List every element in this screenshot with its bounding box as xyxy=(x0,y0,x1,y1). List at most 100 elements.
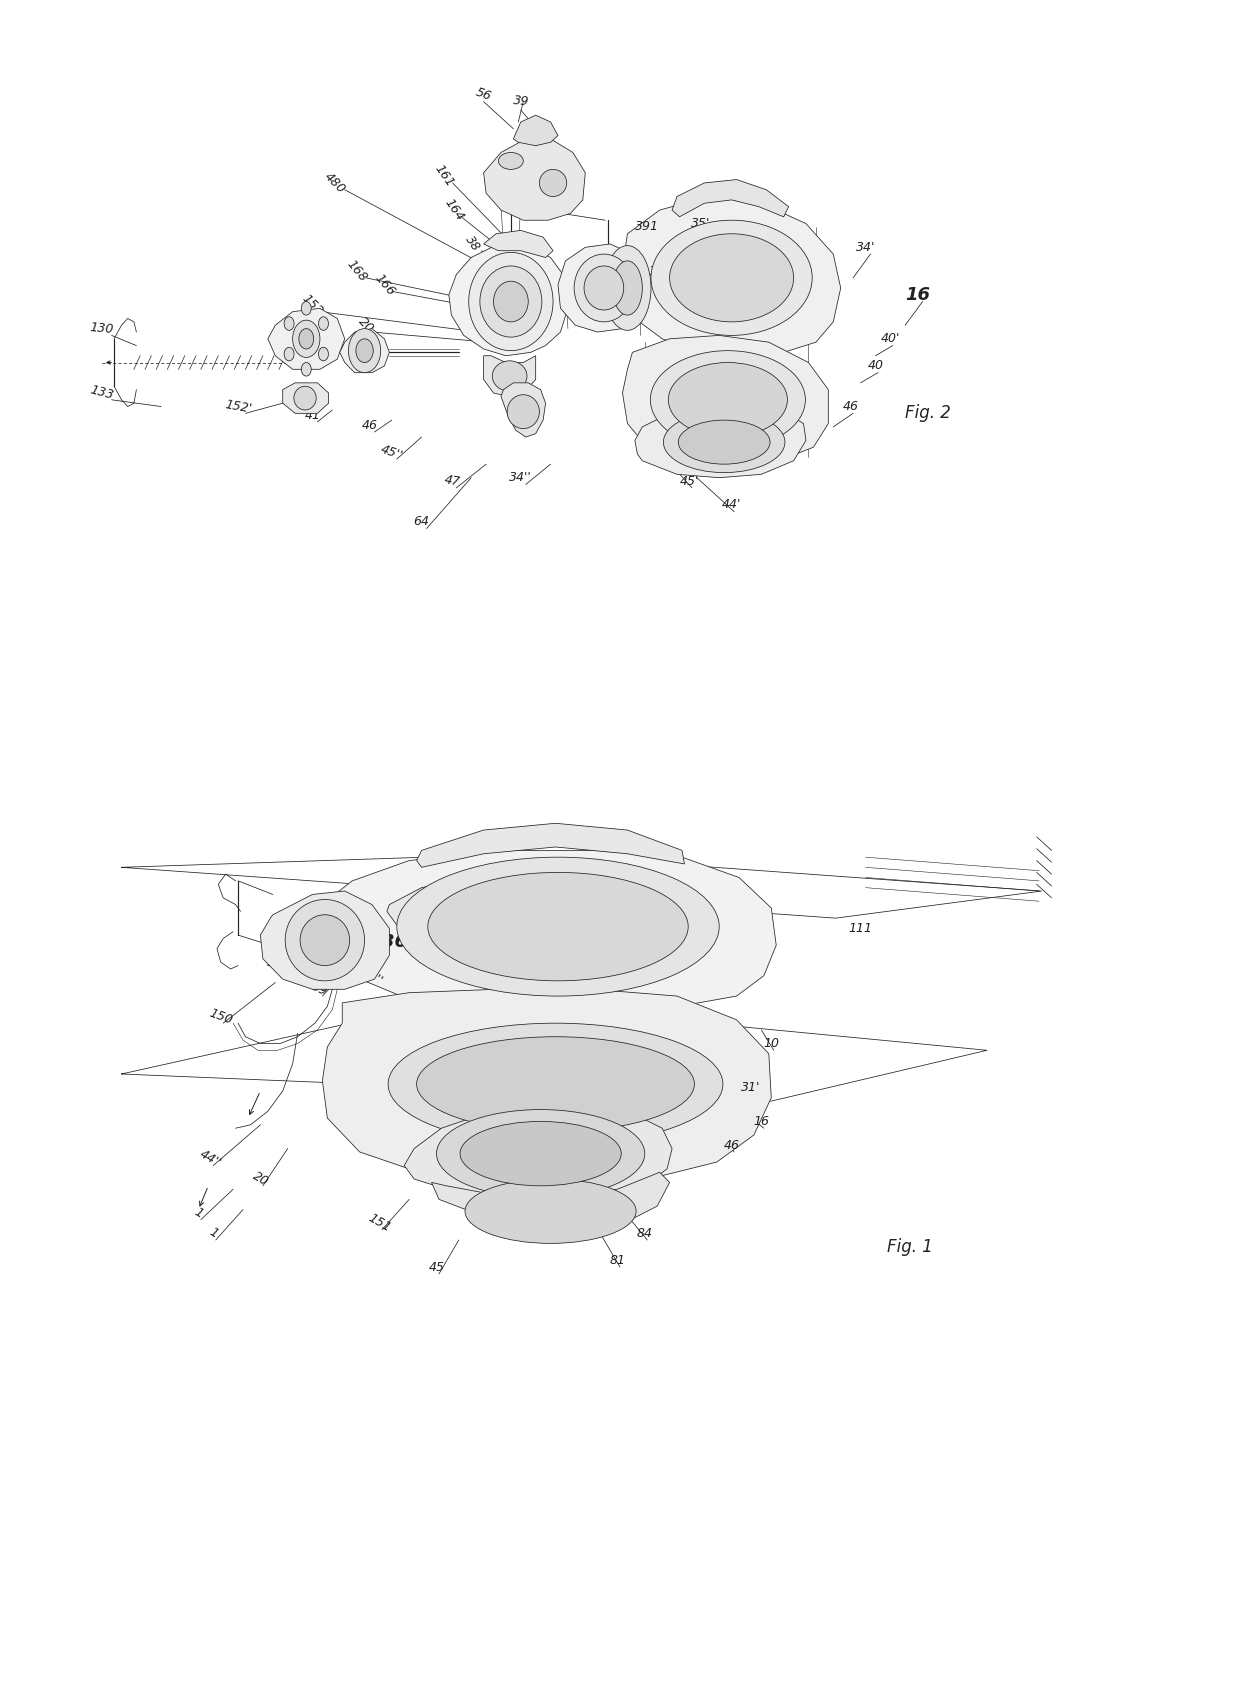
Ellipse shape xyxy=(492,361,527,391)
Ellipse shape xyxy=(397,857,719,996)
Text: 1: 1 xyxy=(207,1225,219,1242)
Ellipse shape xyxy=(494,281,528,322)
Text: 56: 56 xyxy=(474,86,494,103)
Ellipse shape xyxy=(613,261,642,315)
Text: 44': 44' xyxy=(722,498,742,512)
Ellipse shape xyxy=(293,320,320,357)
Text: 64: 64 xyxy=(414,515,429,529)
Text: 81: 81 xyxy=(610,1254,625,1267)
Ellipse shape xyxy=(498,152,523,169)
Ellipse shape xyxy=(604,246,651,330)
Text: 35': 35' xyxy=(691,217,711,230)
Text: Fig. 2: Fig. 2 xyxy=(905,405,950,422)
Polygon shape xyxy=(484,139,585,220)
Text: 34': 34' xyxy=(856,241,875,254)
Text: 152: 152 xyxy=(264,955,291,976)
Text: Fig. 1: Fig. 1 xyxy=(888,1238,932,1255)
Ellipse shape xyxy=(388,1023,723,1145)
Ellipse shape xyxy=(319,317,329,330)
Ellipse shape xyxy=(356,339,373,363)
Text: 84: 84 xyxy=(637,1226,652,1240)
Text: 37: 37 xyxy=(650,264,665,278)
Polygon shape xyxy=(484,356,536,396)
Text: 16: 16 xyxy=(754,1115,769,1128)
Polygon shape xyxy=(622,335,828,464)
Text: 36: 36 xyxy=(382,933,407,950)
Polygon shape xyxy=(484,230,553,257)
Text: 39: 39 xyxy=(310,981,330,998)
Polygon shape xyxy=(672,180,789,217)
Text: 34'': 34'' xyxy=(358,964,386,988)
Polygon shape xyxy=(622,197,841,356)
Ellipse shape xyxy=(348,329,381,373)
Text: 20: 20 xyxy=(250,1169,270,1189)
Polygon shape xyxy=(260,891,389,989)
Text: 151: 151 xyxy=(366,1211,393,1235)
Polygon shape xyxy=(268,308,345,369)
Polygon shape xyxy=(322,850,776,1010)
Text: 45'': 45'' xyxy=(379,442,404,462)
Ellipse shape xyxy=(668,363,787,437)
Text: 34'': 34'' xyxy=(510,471,532,484)
Ellipse shape xyxy=(539,169,567,197)
Polygon shape xyxy=(417,823,684,867)
Ellipse shape xyxy=(574,254,634,322)
Polygon shape xyxy=(501,383,546,437)
Ellipse shape xyxy=(507,395,539,429)
Ellipse shape xyxy=(299,329,314,349)
Text: 45: 45 xyxy=(429,1260,444,1274)
Text: 1: 1 xyxy=(192,1204,205,1221)
Text: 45': 45' xyxy=(680,474,699,488)
Polygon shape xyxy=(404,1108,672,1199)
Polygon shape xyxy=(449,244,568,356)
Text: 391: 391 xyxy=(635,220,660,234)
Text: 111: 111 xyxy=(848,922,873,935)
Ellipse shape xyxy=(300,915,350,966)
Text: 40: 40 xyxy=(868,359,883,373)
Text: 133: 133 xyxy=(88,383,115,403)
Ellipse shape xyxy=(301,363,311,376)
Ellipse shape xyxy=(469,252,553,351)
Text: 480: 480 xyxy=(321,169,348,197)
Text: 46: 46 xyxy=(362,418,377,432)
Text: 44'': 44'' xyxy=(197,1147,224,1171)
Ellipse shape xyxy=(301,302,311,315)
Text: 38: 38 xyxy=(463,234,482,254)
Polygon shape xyxy=(558,244,650,332)
Text: 46: 46 xyxy=(843,400,858,413)
Text: 10: 10 xyxy=(764,1037,779,1050)
Ellipse shape xyxy=(294,386,316,410)
Text: 40': 40' xyxy=(880,332,900,346)
Text: 46: 46 xyxy=(724,1138,739,1152)
Ellipse shape xyxy=(650,351,806,449)
Text: 39: 39 xyxy=(512,95,529,108)
Ellipse shape xyxy=(670,234,794,322)
Ellipse shape xyxy=(480,266,542,337)
Text: 41: 41 xyxy=(305,408,320,422)
Polygon shape xyxy=(283,383,329,413)
Text: 16: 16 xyxy=(905,286,930,303)
Polygon shape xyxy=(340,329,389,373)
Ellipse shape xyxy=(428,872,688,981)
Text: 130: 130 xyxy=(89,322,114,335)
Text: 82: 82 xyxy=(687,928,702,942)
Ellipse shape xyxy=(651,220,812,335)
Ellipse shape xyxy=(436,1110,645,1198)
Text: 31': 31' xyxy=(740,1081,760,1094)
Text: 164: 164 xyxy=(441,197,466,224)
Polygon shape xyxy=(513,115,558,146)
Text: 35'': 35'' xyxy=(477,261,502,288)
Ellipse shape xyxy=(284,347,294,361)
Ellipse shape xyxy=(663,412,785,473)
Text: 168: 168 xyxy=(345,257,370,285)
Ellipse shape xyxy=(678,420,770,464)
Text: 47: 47 xyxy=(444,473,461,490)
Ellipse shape xyxy=(285,900,365,981)
Text: 150: 150 xyxy=(207,1006,234,1027)
Polygon shape xyxy=(432,1172,670,1233)
Text: 35: 35 xyxy=(498,932,513,945)
Text: 152: 152 xyxy=(299,291,326,318)
Ellipse shape xyxy=(460,1121,621,1186)
Ellipse shape xyxy=(319,347,329,361)
Text: 20: 20 xyxy=(356,315,376,335)
